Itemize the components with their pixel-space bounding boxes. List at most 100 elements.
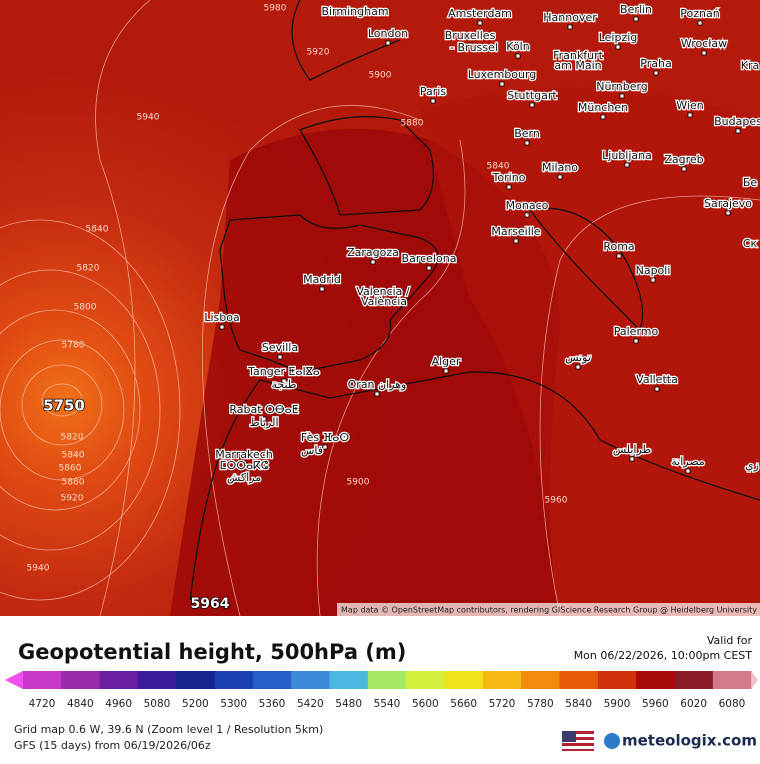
city-marker	[374, 391, 380, 397]
city-label: Milano	[542, 161, 578, 174]
city-marker	[575, 62, 581, 68]
city-label: Roma	[603, 240, 634, 253]
city-label: الرباط	[249, 416, 278, 429]
city-marker	[380, 298, 386, 304]
city-label: Paris	[420, 85, 446, 98]
city-label: Köln	[506, 40, 529, 53]
city-label: مراكش	[227, 471, 261, 484]
city-marker	[524, 212, 530, 218]
city-label: Bern	[514, 127, 540, 140]
city-marker	[529, 102, 535, 108]
city-marker	[261, 416, 267, 422]
city-marker	[701, 50, 707, 56]
colorbar-tick: 5900	[604, 698, 631, 710]
city-label: Ск	[743, 237, 758, 250]
city-marker	[681, 166, 687, 172]
city-label: Zagreb	[664, 153, 703, 166]
city-marker	[281, 378, 287, 384]
colorbar-tick: 5480	[335, 698, 362, 710]
colorbar-tick: 5300	[220, 698, 247, 710]
city-label: Bruxelles	[445, 29, 496, 42]
city-marker	[513, 238, 519, 244]
city-marker	[685, 468, 691, 474]
city-marker	[615, 44, 621, 50]
city-marker	[219, 324, 225, 330]
colorbar-cell	[22, 671, 62, 689]
city-marker	[633, 338, 639, 344]
colorbar-cell	[406, 671, 445, 689]
city-label: - Brussel	[450, 41, 498, 54]
colorbar-tick: 5960	[642, 698, 669, 710]
attribution: Map data © OpenStreetMap contributors, r…	[341, 606, 757, 615]
model-info: GFS (15 days) from 06/19/2026/06z	[14, 739, 211, 752]
city-label: Valencia /	[356, 285, 410, 298]
colorbar-arrow	[751, 671, 758, 689]
city-label: Fès ⴼⴰⵙ	[301, 431, 349, 444]
contour-label: 5880	[401, 119, 424, 129]
colorbar-cell	[674, 671, 714, 689]
contour-label: 5840	[62, 451, 85, 461]
city-marker	[467, 42, 473, 48]
city-label: am Main	[554, 59, 601, 72]
city-label: València	[361, 295, 407, 308]
city-label: Zaragoza	[347, 246, 399, 259]
city-marker	[499, 81, 505, 87]
contour-label: 5840	[86, 225, 109, 235]
colorbar-tick: 5780	[527, 698, 554, 710]
colorbar-cell	[61, 671, 100, 689]
colorbar-cell	[214, 671, 254, 689]
contour-label: 5820	[61, 433, 84, 443]
city-label: Valletta	[636, 373, 678, 386]
grid-info: Grid map 0.6 W, 39.6 N (Zoom level 1 / R…	[14, 723, 323, 736]
colorbar-cell	[252, 671, 292, 689]
colorbar-cell	[444, 671, 484, 689]
contour-label: 5880	[62, 478, 85, 488]
contour-label: 5960	[545, 496, 568, 506]
colorbar-cell	[329, 671, 369, 689]
city-marker	[443, 368, 449, 374]
city-label: Berlin	[620, 3, 652, 16]
city-marker	[633, 16, 639, 22]
city-label: Palermo	[614, 325, 659, 338]
high-label: 5964	[191, 596, 230, 612]
valid-label: Valid for	[707, 634, 753, 647]
city-label: Бе	[743, 176, 758, 189]
city-marker	[557, 174, 563, 180]
city-marker	[241, 461, 247, 467]
city-marker	[515, 53, 521, 59]
colorbar-tick: 5540	[374, 698, 401, 710]
colorbar-tick: 5080	[144, 698, 171, 710]
colorbar-cell	[521, 671, 560, 689]
contour-label: 5800	[74, 303, 97, 313]
colorbar-tick: 5720	[489, 698, 516, 710]
city-label: Stuttgart	[507, 89, 557, 102]
city-label: Oran وهران	[348, 378, 407, 391]
city-label: Kra	[741, 59, 759, 72]
colorbar-tick: 5600	[412, 698, 439, 710]
colorbar-cell	[559, 671, 599, 689]
city-label: Rabat ⵔⴱⴰⵟ	[229, 403, 298, 416]
colorbar-tick: 4960	[105, 698, 132, 710]
city-marker	[506, 184, 512, 190]
city-label: Lisboa	[204, 311, 239, 324]
city-label: Poznań	[680, 7, 719, 20]
city-marker	[725, 210, 731, 216]
city-marker	[650, 277, 656, 283]
colorbar-tick: 5420	[297, 698, 324, 710]
city-label: Nürnberg	[596, 80, 648, 93]
contour-label: 5820	[77, 264, 100, 274]
city-marker	[629, 456, 635, 462]
city-marker	[600, 114, 606, 120]
colorbar-tick: 6020	[680, 698, 707, 710]
city-label: Madrid	[303, 273, 341, 286]
city-marker	[687, 112, 693, 118]
city-marker	[385, 40, 391, 46]
city-label: Torino	[492, 171, 526, 184]
colorbar-cell	[712, 671, 752, 689]
city-marker	[619, 93, 625, 99]
city-label: ⵎⵔⵔⴰⴽⵛ	[220, 459, 269, 472]
title: Geopotential height, 500hPa (m)	[18, 640, 406, 664]
city-marker	[370, 259, 376, 265]
contour-label: 5900	[347, 478, 370, 488]
